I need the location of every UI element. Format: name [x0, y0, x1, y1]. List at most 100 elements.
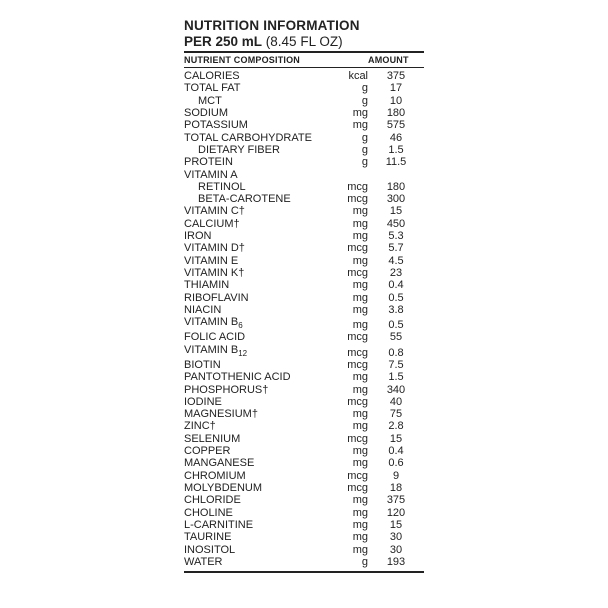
table-row: BETA-CAROTENEmcg300 [184, 193, 424, 205]
nutrient-unit: mg [332, 107, 368, 119]
nutrient-name: TAURINE [184, 531, 332, 543]
nutrition-panel: NUTRITION INFORMATION PER 250 mL (8.45 F… [184, 18, 424, 573]
nutrient-amount: 30 [368, 544, 424, 556]
table-row: MANGANESEmg0.6 [184, 457, 424, 469]
table-row: WATERg193 [184, 556, 424, 568]
table-row: VITAMIN C†mg15 [184, 205, 424, 217]
nutrient-unit: mg [332, 457, 368, 469]
table-row: VITAMIN A [184, 169, 424, 181]
nutrient-unit: mcg [332, 482, 368, 494]
serving-bold: PER 250 mL [184, 34, 262, 49]
nutrient-name: COPPER [184, 445, 332, 457]
nutrient-amount: 0.5 [368, 316, 424, 331]
nutrient-amount: 23 [368, 267, 424, 279]
nutrient-name: SELENIUM [184, 433, 332, 445]
nutrient-name: SODIUM [184, 107, 332, 119]
nutrient-name: POTASSIUM [184, 119, 332, 131]
nutrient-name: VITAMIN A [184, 169, 332, 181]
nutrient-unit: mg [332, 304, 368, 316]
nutrient-name: VITAMIN E [184, 255, 332, 267]
nutrient-amount: 7.5 [368, 359, 424, 371]
rule-header [184, 67, 424, 68]
rule-top [184, 51, 424, 53]
table-row: CALCIUM†mg450 [184, 218, 424, 230]
table-row: COPPERmg0.4 [184, 445, 424, 457]
nutrient-unit: mcg [332, 344, 368, 359]
nutrient-amount: 46 [368, 132, 424, 144]
nutrient-name: PHOSPHORUS† [184, 384, 332, 396]
nutrient-name: MANGANESE [184, 457, 332, 469]
nutrient-amount: 2.8 [368, 420, 424, 432]
rule-bottom [184, 571, 424, 573]
nutrient-amount: 193 [368, 556, 424, 568]
nutrient-unit: mcg [332, 396, 368, 408]
header-name: NUTRIENT COMPOSITION [184, 55, 362, 65]
nutrient-name: CHLORIDE [184, 494, 332, 506]
table-row: VITAMIN D†mcg5.7 [184, 242, 424, 254]
nutrient-name: CALCIUM† [184, 218, 332, 230]
nutrient-amount: 575 [368, 119, 424, 131]
nutrient-unit [332, 169, 368, 181]
table-row: PANTOTHENIC ACIDmg1.5 [184, 371, 424, 383]
nutrient-unit: kcal [332, 70, 368, 82]
nutrient-unit: mg [332, 292, 368, 304]
nutrient-unit: mg [332, 218, 368, 230]
nutrient-amount: 55 [368, 331, 424, 343]
nutrient-amount: 75 [368, 408, 424, 420]
subscript: 12 [238, 349, 247, 358]
table-row: VITAMIN B6mg0.5 [184, 316, 424, 331]
nutrient-name: CHOLINE [184, 507, 332, 519]
nutrient-name: VITAMIN B6 [184, 316, 332, 331]
nutrient-name: NIACIN [184, 304, 332, 316]
column-headers: NUTRIENT COMPOSITION AMOUNT [184, 54, 424, 66]
table-row: TOTAL CARBOHYDRATEg46 [184, 132, 424, 144]
subscript: 6 [238, 321, 242, 330]
nutrient-name: CHROMIUM [184, 470, 332, 482]
table-row: DIETARY FIBERg1.5 [184, 144, 424, 156]
nutrient-amount: 15 [368, 205, 424, 217]
table-row: VITAMIN K†mcg23 [184, 267, 424, 279]
nutrient-name: VITAMIN B12 [184, 344, 332, 359]
nutrient-name: VITAMIN K† [184, 267, 332, 279]
nutrient-name: MCT [184, 95, 332, 107]
table-row: PROTEINg11.5 [184, 156, 424, 168]
table-row: CALORIESkcal375 [184, 70, 424, 82]
nutrient-name: TOTAL FAT [184, 82, 332, 94]
table-row: IODINEmcg40 [184, 396, 424, 408]
nutrient-name: BETA-CAROTENE [184, 193, 332, 205]
nutrient-unit: mcg [332, 470, 368, 482]
nutrient-unit: g [332, 156, 368, 168]
nutrient-amount: 0.4 [368, 279, 424, 291]
nutrient-name: PANTOTHENIC ACID [184, 371, 332, 383]
nutrient-amount: 0.8 [368, 344, 424, 359]
table-row: IRONmg5.3 [184, 230, 424, 242]
nutrient-unit: mg [332, 384, 368, 396]
nutrient-amount: 11.5 [368, 156, 424, 168]
nutrient-amount: 4.5 [368, 255, 424, 267]
table-row: BIOTINmcg7.5 [184, 359, 424, 371]
nutrient-unit: g [332, 95, 368, 107]
nutrient-name: L-CARNITINE [184, 519, 332, 531]
nutrient-unit: mg [332, 316, 368, 331]
header-amount: AMOUNT [362, 55, 424, 65]
nutrient-unit: mg [332, 531, 368, 543]
table-row: RIBOFLAVINmg0.5 [184, 292, 424, 304]
nutrient-amount: 120 [368, 507, 424, 519]
nutrient-amount: 15 [368, 519, 424, 531]
nutrient-name: ZINC† [184, 420, 332, 432]
nutrient-unit: mcg [332, 331, 368, 343]
table-row: TOTAL FATg17 [184, 82, 424, 94]
table-row: ZINC†mg2.8 [184, 420, 424, 432]
table-row: PHOSPHORUS†mg340 [184, 384, 424, 396]
table-row: VITAMIN Emg4.5 [184, 255, 424, 267]
table-row: CHOLINEmg120 [184, 507, 424, 519]
table-row: CHROMIUMmcg9 [184, 470, 424, 482]
nutrient-unit: g [332, 144, 368, 156]
nutrient-amount: 3.8 [368, 304, 424, 316]
table-row: L-CARNITINEmg15 [184, 519, 424, 531]
nutrient-unit: mcg [332, 433, 368, 445]
table-row: THIAMINmg0.4 [184, 279, 424, 291]
nutrient-amount: 17 [368, 82, 424, 94]
serving-rest: (8.45 FL OZ) [262, 34, 343, 49]
table-row: CHLORIDEmg375 [184, 494, 424, 506]
